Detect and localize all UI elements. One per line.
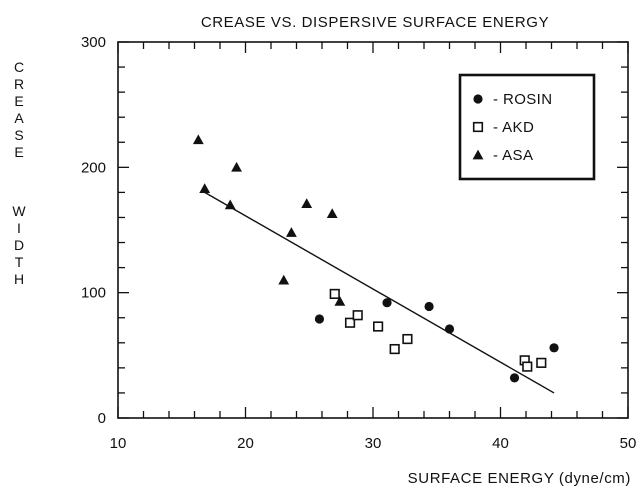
rosin-point [424,301,434,312]
akd-point [352,310,363,321]
legend-asa-marker [472,149,484,160]
y-label-letter: C [14,59,24,75]
y-label-letter: E [14,144,23,160]
akd-point [344,317,356,328]
legend-rosin-marker [473,94,483,104]
y-label-letter: T [15,254,24,270]
x-tick-label: 50 [620,435,637,452]
y-label-letter: R [14,76,24,92]
x-tick-label: 20 [237,435,254,452]
asa-point [301,198,313,208]
y-tick-label: 0 [98,410,106,427]
y-label-letter: E [14,93,23,109]
legend-asa-label: - ASA [493,147,533,164]
akd-point [402,333,413,345]
asa-point [231,161,242,172]
asa-point [326,208,338,219]
y-label-letter: H [14,271,24,287]
x-tick-label: 30 [365,435,382,452]
legend-rosin-label: - ROSIN [493,91,552,108]
tick-labels: 10 20 30 40 50 0 100 200 300 [81,34,636,452]
asa-point [286,227,297,237]
asa-point [192,134,204,145]
akd-point [372,321,384,332]
asa-point [199,183,211,193]
y-label-letter: D [14,237,24,253]
x-tick-label: 40 [492,435,509,452]
legend: - ROSIN - AKD - ASA [458,73,596,181]
asa-point [278,274,290,285]
x-axis-label: SURFACE ENERGY (dyne/cm) [408,470,631,487]
rosin-point [444,324,455,334]
legend-akd-marker [472,121,484,133]
data-points [192,134,559,383]
akd-point [536,357,547,368]
y-tick-label: 200 [81,159,106,176]
trend-line [204,191,555,394]
y-tick-label: 100 [81,285,106,302]
akd-point [389,343,400,355]
rosin-point [382,298,392,308]
akd-point [329,288,340,300]
chart-title: CREASE VS. DISPERSIVE SURFACE ENERGY [201,14,549,31]
y-tick-label: 300 [81,34,106,51]
y-label-letter: S [14,127,23,143]
asa-point [224,199,236,210]
asa-point [334,296,346,306]
rosin-point [509,373,520,383]
axis-ticks [117,41,629,419]
y-label-letter: I [17,220,21,236]
x-tick-label: 10 [110,435,127,452]
rosin-point [314,314,325,324]
rosin-point [549,343,559,353]
legend-akd-label: - AKD [493,119,534,136]
y-label-letter: A [14,110,24,126]
akd-point [522,361,533,372]
y-label-letter: W [12,203,26,219]
